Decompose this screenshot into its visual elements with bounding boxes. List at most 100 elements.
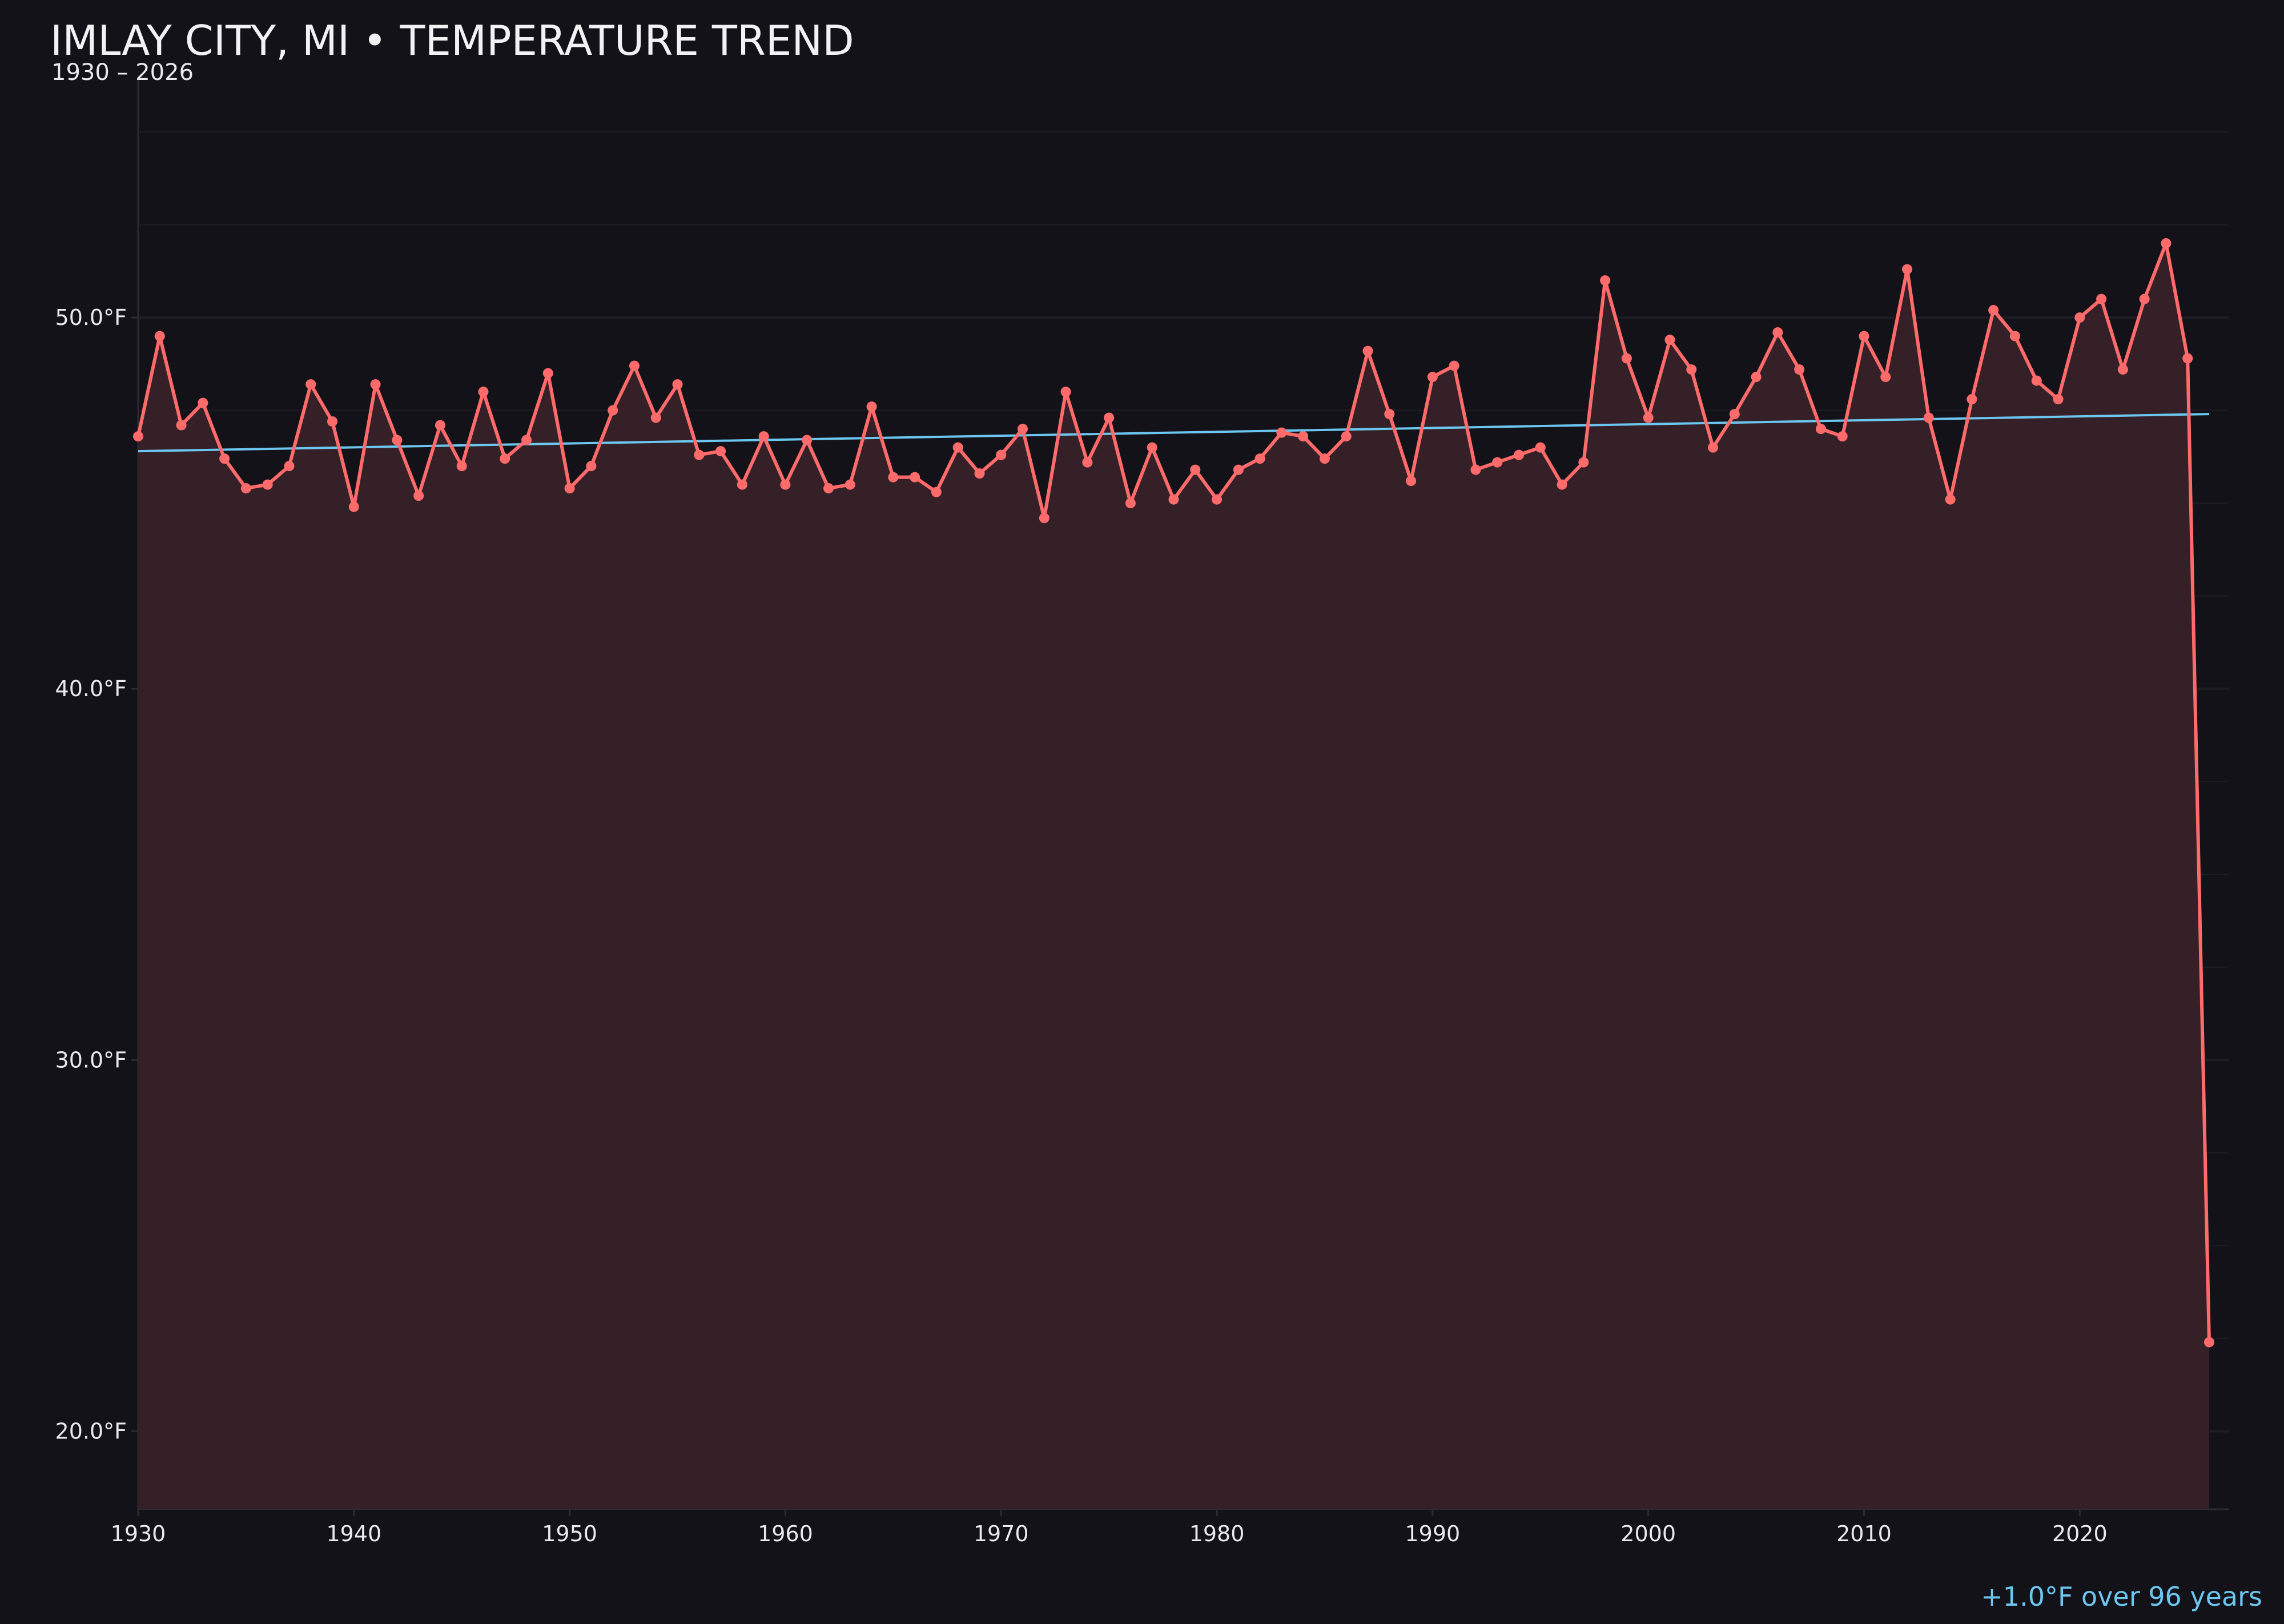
data-point-2009 [1837,431,1848,442]
data-point-2000 [1643,412,1654,423]
data-point-1949 [542,368,553,379]
data-point-1994 [1513,449,1524,460]
data-point-2014 [1945,494,1956,505]
x-tick-label: 1950 [542,1521,597,1546]
data-point-1950 [564,483,575,494]
data-point-1996 [1557,479,1567,490]
data-point-2022 [2117,364,2128,375]
chart-title: IMLAY CITY, MI • TEMPERATURE TREND [50,17,854,65]
data-point-1951 [586,461,597,472]
data-point-2021 [2096,294,2107,304]
temperature-area-fill [138,243,2209,1509]
data-point-2008 [1815,424,1826,435]
data-point-1985 [1319,453,1330,464]
data-point-2001 [1664,335,1675,345]
data-point-1965 [888,472,899,483]
data-point-1939 [327,416,338,427]
data-point-1984 [1298,431,1309,442]
x-tick-label: 1940 [326,1521,381,1546]
data-point-1932 [176,420,187,431]
data-point-1940 [348,501,359,512]
data-point-1948 [521,435,532,445]
data-point-1970 [996,449,1007,460]
data-point-1971 [1018,424,1028,435]
data-point-1930 [133,431,143,442]
data-point-1966 [910,472,920,483]
data-point-2005 [1751,372,1762,383]
data-point-1959 [758,431,769,442]
data-point-1998 [1600,275,1611,286]
data-point-1995 [1535,442,1546,453]
data-point-1960 [780,479,791,490]
data-points [133,238,2214,1348]
x-tick-label: 1970 [974,1521,1029,1546]
data-point-1961 [802,435,813,445]
x-tick-label: 2020 [2052,1521,2108,1546]
data-point-1989 [1406,476,1417,487]
data-point-1964 [866,401,877,412]
data-point-2004 [1729,409,1740,420]
data-point-2025 [2182,353,2193,364]
data-point-1955 [672,379,683,390]
data-point-1936 [262,479,273,490]
data-point-1968 [952,442,963,453]
data-point-1982 [1254,453,1265,464]
data-point-1973 [1060,387,1071,397]
data-point-2016 [1988,305,1999,316]
data-point-1931 [154,331,165,341]
chart-subtitle: 1930 – 2026 [51,59,194,86]
data-point-1937 [284,461,295,472]
data-point-1993 [1492,457,1503,468]
trend-annotation: +1.0°F over 96 years [1981,1581,2262,1612]
y-tick-labels: 20.0°F 30.0°F 40.0°F 50.0°F [55,305,138,1444]
data-point-1981 [1233,464,1244,475]
data-point-1986 [1341,431,1352,442]
data-point-2011 [1880,372,1891,383]
data-point-1987 [1362,345,1373,356]
x-tick-label: 2010 [1836,1521,1892,1546]
data-point-2018 [2031,375,2042,386]
data-point-1934 [219,453,230,464]
data-point-1938 [305,379,316,390]
y-tick-label: 30.0°F [55,1047,127,1072]
x-tick-label: 1930 [111,1521,166,1546]
data-point-1991 [1449,360,1459,371]
data-point-1963 [845,479,855,490]
data-point-1947 [500,453,510,464]
data-point-1944 [435,420,445,431]
data-point-1941 [370,379,381,390]
y-tick-label: 40.0°F [55,676,127,701]
data-point-1976 [1125,498,1136,509]
data-point-1992 [1470,464,1481,475]
data-point-1943 [413,491,424,501]
data-point-1962 [823,483,834,494]
data-point-2017 [2009,331,2020,341]
data-point-1953 [629,360,640,371]
x-tick-label: 1980 [1189,1521,1245,1546]
data-point-1997 [1578,457,1589,468]
data-point-2019 [2053,394,2064,405]
data-point-1954 [650,412,661,423]
data-point-1999 [1621,353,1632,364]
data-point-2026 [2203,1337,2214,1348]
data-point-1957 [715,446,726,457]
data-point-2010 [1859,331,1869,341]
data-point-1988 [1384,409,1395,420]
data-point-1977 [1147,442,1157,453]
data-point-2006 [1772,327,1783,338]
data-point-1972 [1039,513,1049,524]
x-tick-label: 1960 [758,1521,813,1546]
data-point-1975 [1104,412,1115,423]
data-point-2003 [1708,442,1719,453]
x-tick-label: 1990 [1405,1521,1461,1546]
data-point-1935 [240,483,251,494]
data-point-1978 [1168,494,1179,505]
data-point-2002 [1686,364,1697,375]
data-point-2012 [1902,264,1913,275]
y-tick-label: 20.0°F [55,1418,127,1444]
data-point-1969 [974,468,985,479]
trend-line [138,413,2210,453]
y-tick-label: 50.0°F [55,305,127,330]
data-point-2020 [2074,312,2085,323]
data-point-1983 [1276,427,1287,438]
